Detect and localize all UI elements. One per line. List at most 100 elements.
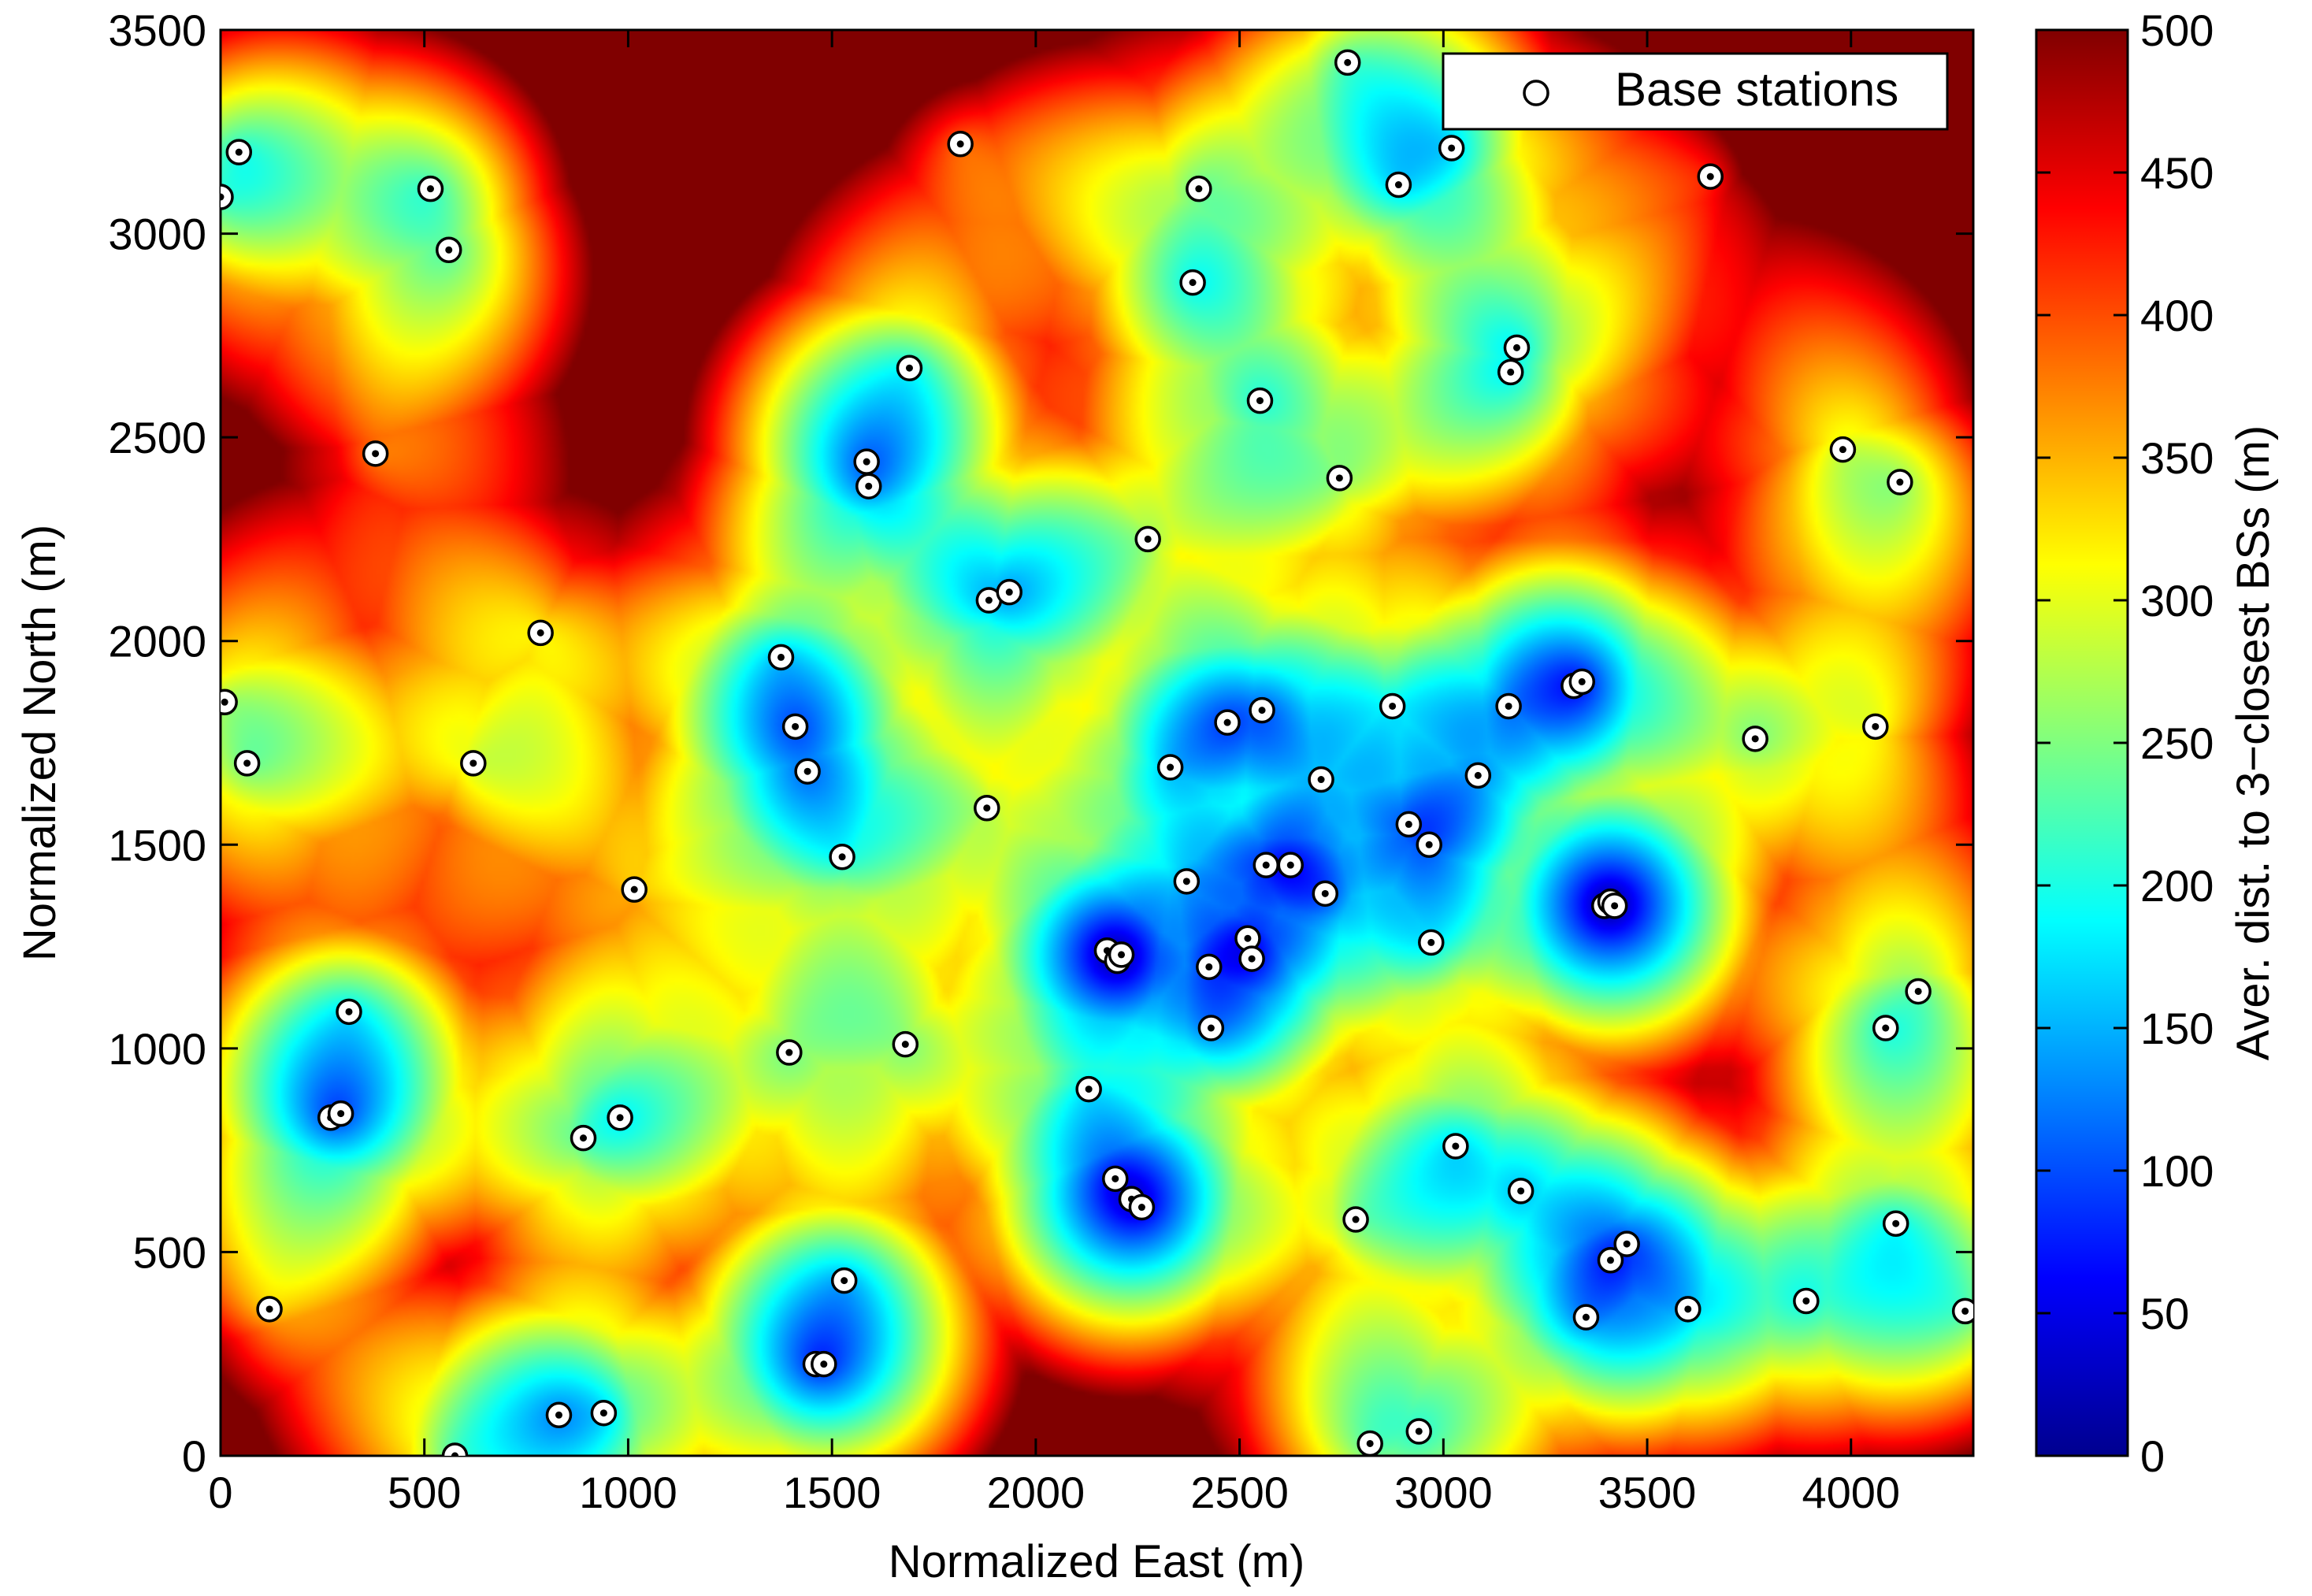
base-station-marker: [1246, 387, 1274, 414]
colorbar-tick-label: 400: [2140, 291, 2214, 340]
base-station-marker: [853, 448, 880, 475]
base-station-marker: [436, 236, 462, 264]
colorbar-ticks: 0 50 100 150 200 250 300 350 400 450 500: [2036, 6, 2214, 1481]
colorbar-tick-label: 100: [2140, 1146, 2214, 1196]
base-station-marker: [1442, 1133, 1469, 1160]
base-station-marker: [1503, 334, 1531, 362]
base-station-marker: [233, 750, 261, 777]
base-station-marker: [1418, 929, 1445, 956]
base-station-marker: [1128, 1193, 1156, 1221]
base-station-marker: [996, 578, 1022, 606]
base-station-marker: [1197, 1015, 1225, 1041]
base-station-marker: [417, 175, 444, 202]
base-station-marker: [1395, 811, 1423, 838]
base-station-marker: [1905, 978, 1932, 1005]
colorbar-label: Aver. dist. to 3−closest BSs (m): [2228, 425, 2279, 1060]
base-station-marker: [460, 750, 487, 777]
base-station-marker: [1507, 1178, 1535, 1204]
base-station-marker: [1405, 1418, 1433, 1445]
x-tick-label: 2500: [1190, 1468, 1289, 1517]
base-station-marker: [794, 758, 821, 785]
colorbar-tick-label: 0: [2140, 1431, 2165, 1481]
base-station-marker: [811, 1350, 837, 1378]
base-station-marker: [1697, 163, 1724, 190]
base-station-marker: [1196, 953, 1223, 981]
base-station-marker: [947, 131, 974, 158]
base-station-marker: [1102, 1165, 1129, 1193]
x-tick-label: 2000: [987, 1468, 1085, 1517]
x-tick-label: 4000: [1802, 1468, 1900, 1517]
base-station-marker: [1326, 465, 1353, 492]
y-tick-label: 1000: [108, 1024, 206, 1074]
base-station-marker: [590, 1399, 618, 1427]
colorbar: 0 50 100 150 200 250 300 350 400 450 500 Aver. dis…: [2035, 6, 2279, 1481]
x-tick-label: 1500: [783, 1468, 881, 1517]
base-station-marker: [1829, 436, 1857, 463]
base-station-marker: [1075, 1075, 1102, 1103]
base-station-marker: [256, 1296, 283, 1323]
base-station-marker: [1572, 1304, 1600, 1331]
base-station-marker: [621, 876, 648, 903]
base-station-marker: [570, 1124, 597, 1152]
base-station-marker: [1438, 135, 1465, 161]
base-station-marker: [1742, 726, 1768, 752]
x-tick-label: 500: [388, 1468, 461, 1517]
base-station-markers: [221, 49, 1973, 1456]
x-tick-label: 1000: [579, 1468, 677, 1517]
y-tick-label: 500: [133, 1227, 206, 1277]
y-tick-label: 0: [182, 1431, 206, 1481]
base-station-marker: [1495, 692, 1522, 720]
base-station-marker: [545, 1401, 573, 1429]
base-station-marker: [607, 1104, 633, 1131]
heatmap-image: [221, 30, 1973, 1456]
base-station-marker: [1951, 1297, 1973, 1325]
base-station-marker: [1601, 893, 1628, 919]
base-station-marker: [1882, 1210, 1909, 1237]
y-tick-label: 3000: [108, 210, 206, 259]
base-station-marker: [336, 998, 362, 1026]
x-tick-label: 0: [208, 1468, 232, 1517]
base-station-marker: [1342, 1206, 1369, 1233]
base-station-marker: [1308, 766, 1334, 793]
x-axis-label: Normalized East (m): [889, 1536, 1305, 1587]
y-tick-label: 3500: [108, 6, 206, 55]
legend-label: Base stations: [1615, 63, 1898, 116]
base-station-marker: [896, 354, 923, 381]
x-tick-label: 3000: [1394, 1468, 1493, 1517]
colorbar-gradient: [2035, 28, 2129, 1457]
base-station-marker: [1252, 852, 1279, 878]
base-station-marker: [225, 139, 253, 165]
base-station-marker: [1186, 175, 1212, 202]
y-tick-label: 2000: [108, 617, 206, 666]
base-station-marker: [1464, 762, 1492, 789]
base-station-marker: [1173, 868, 1201, 895]
y-tick-label: 1500: [108, 820, 206, 870]
base-station-marker: [829, 844, 855, 870]
base-station-marker: [1416, 831, 1442, 859]
base-station-marker: [1385, 171, 1412, 199]
x-axis: 0 500 1000 1500 2000 2500 3000 3500 4000: [208, 30, 1900, 1517]
base-station-marker: [1156, 754, 1184, 781]
heatmap-area: [221, 30, 1973, 1456]
base-station-marker: [776, 1039, 803, 1066]
legend-marker-icon: [1523, 80, 1549, 106]
colorbar-tick-label: 450: [2140, 148, 2214, 198]
base-station-marker: [1793, 1287, 1820, 1315]
base-station-marker: [781, 713, 809, 740]
base-station-marker: [1249, 696, 1275, 724]
colorbar-tick-label: 300: [2140, 576, 2214, 625]
base-station-marker: [1887, 469, 1913, 496]
base-station-marker: [1334, 49, 1361, 76]
plot-frame: [219, 28, 1975, 1457]
base-station-marker: [1497, 358, 1524, 386]
colorbar-tick-label: 350: [2140, 433, 2214, 483]
base-station-marker: [1568, 668, 1596, 696]
base-station-marker: [1238, 945, 1265, 972]
base-station-marker: [767, 644, 795, 671]
y-axis: 0 500 1000 1500 2000 2500 3000 3500: [108, 6, 1973, 1481]
base-station-marker: [1179, 269, 1206, 296]
base-station-marker: [1214, 709, 1241, 736]
colorbar-tick-label: 50: [2140, 1289, 2189, 1338]
base-station-marker: [527, 619, 554, 647]
base-station-marker: [1379, 692, 1406, 720]
